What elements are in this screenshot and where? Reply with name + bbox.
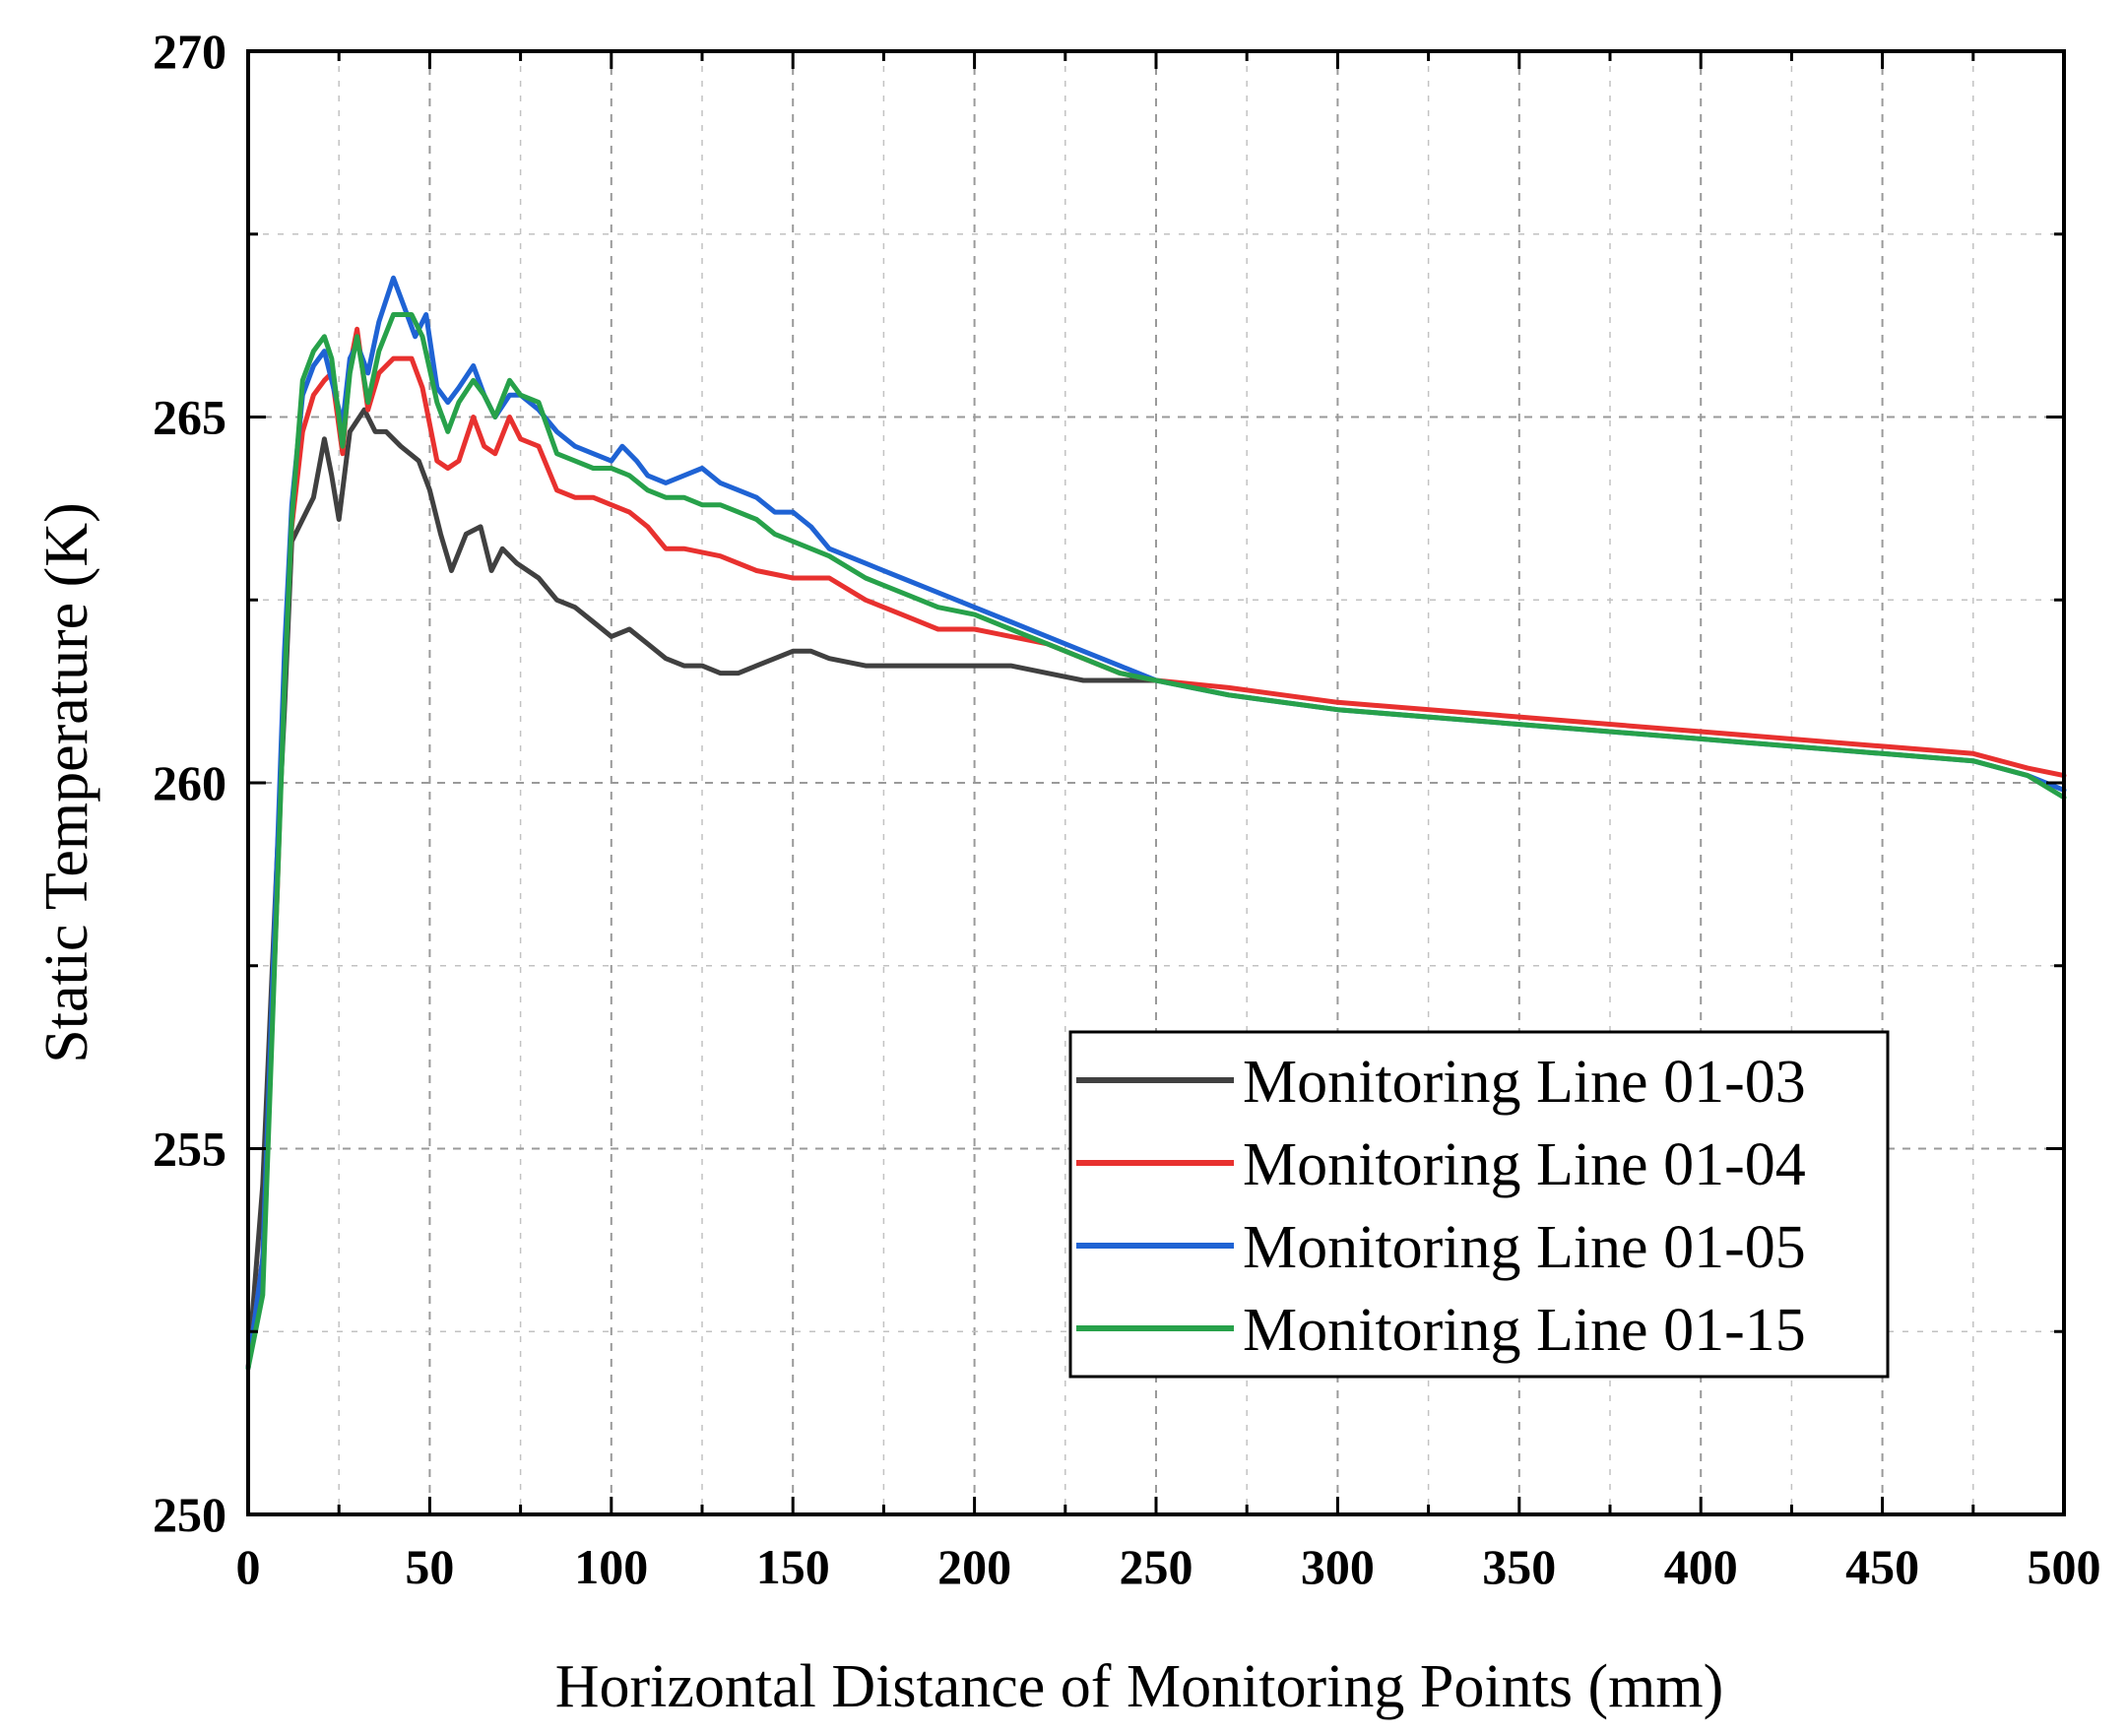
plot-series bbox=[245, 275, 2067, 1371]
y-tick-label: 260 bbox=[153, 755, 226, 810]
legend-label: Monitoring Line 01-15 bbox=[1243, 1297, 1806, 1364]
legend: Monitoring Line 01-03 Monitoring Line 01-… bbox=[1068, 1030, 1890, 1379]
x-tick-label: 250 bbox=[1120, 1539, 1193, 1594]
legend-label: Monitoring Line 01-04 bbox=[1243, 1131, 1806, 1198]
x-tick-label: 300 bbox=[1301, 1539, 1375, 1594]
y-tick-label: 265 bbox=[153, 390, 226, 445]
x-tick-label: 500 bbox=[2028, 1539, 2101, 1594]
x-tick-label: 100 bbox=[574, 1539, 648, 1594]
x-tick-label: 450 bbox=[1845, 1539, 1919, 1594]
series-line-4 bbox=[245, 312, 2067, 1371]
grid-lines bbox=[248, 51, 2064, 1514]
y-tick-label: 270 bbox=[153, 24, 226, 79]
legend-label: Monitoring Line 01-03 bbox=[1243, 1049, 1806, 1116]
series-line-3 bbox=[245, 275, 2067, 1371]
y-axis-title: Static Temperature (K) bbox=[33, 502, 100, 1063]
series-line-1 bbox=[245, 407, 1159, 1371]
x-tick-label: 0 bbox=[236, 1539, 261, 1594]
y-tick-label: 255 bbox=[153, 1122, 226, 1177]
x-axis-title: Horizontal Distance of Monitoring Points… bbox=[555, 1653, 1723, 1720]
legend-label: Monitoring Line 01-05 bbox=[1243, 1214, 1806, 1281]
axis-ticks: 0 50 100 150 200 250 300 350 400 450 500 250 255 260 2… bbox=[153, 24, 2101, 1594]
y-tick-label: 250 bbox=[153, 1487, 226, 1542]
x-tick-label: 50 bbox=[405, 1539, 454, 1594]
legend-box bbox=[1068, 1030, 1890, 1379]
x-tick-label: 150 bbox=[756, 1539, 830, 1594]
x-tick-label: 200 bbox=[937, 1539, 1011, 1594]
x-tick-label: 400 bbox=[1664, 1539, 1738, 1594]
x-tick-label: 350 bbox=[1482, 1539, 1556, 1594]
